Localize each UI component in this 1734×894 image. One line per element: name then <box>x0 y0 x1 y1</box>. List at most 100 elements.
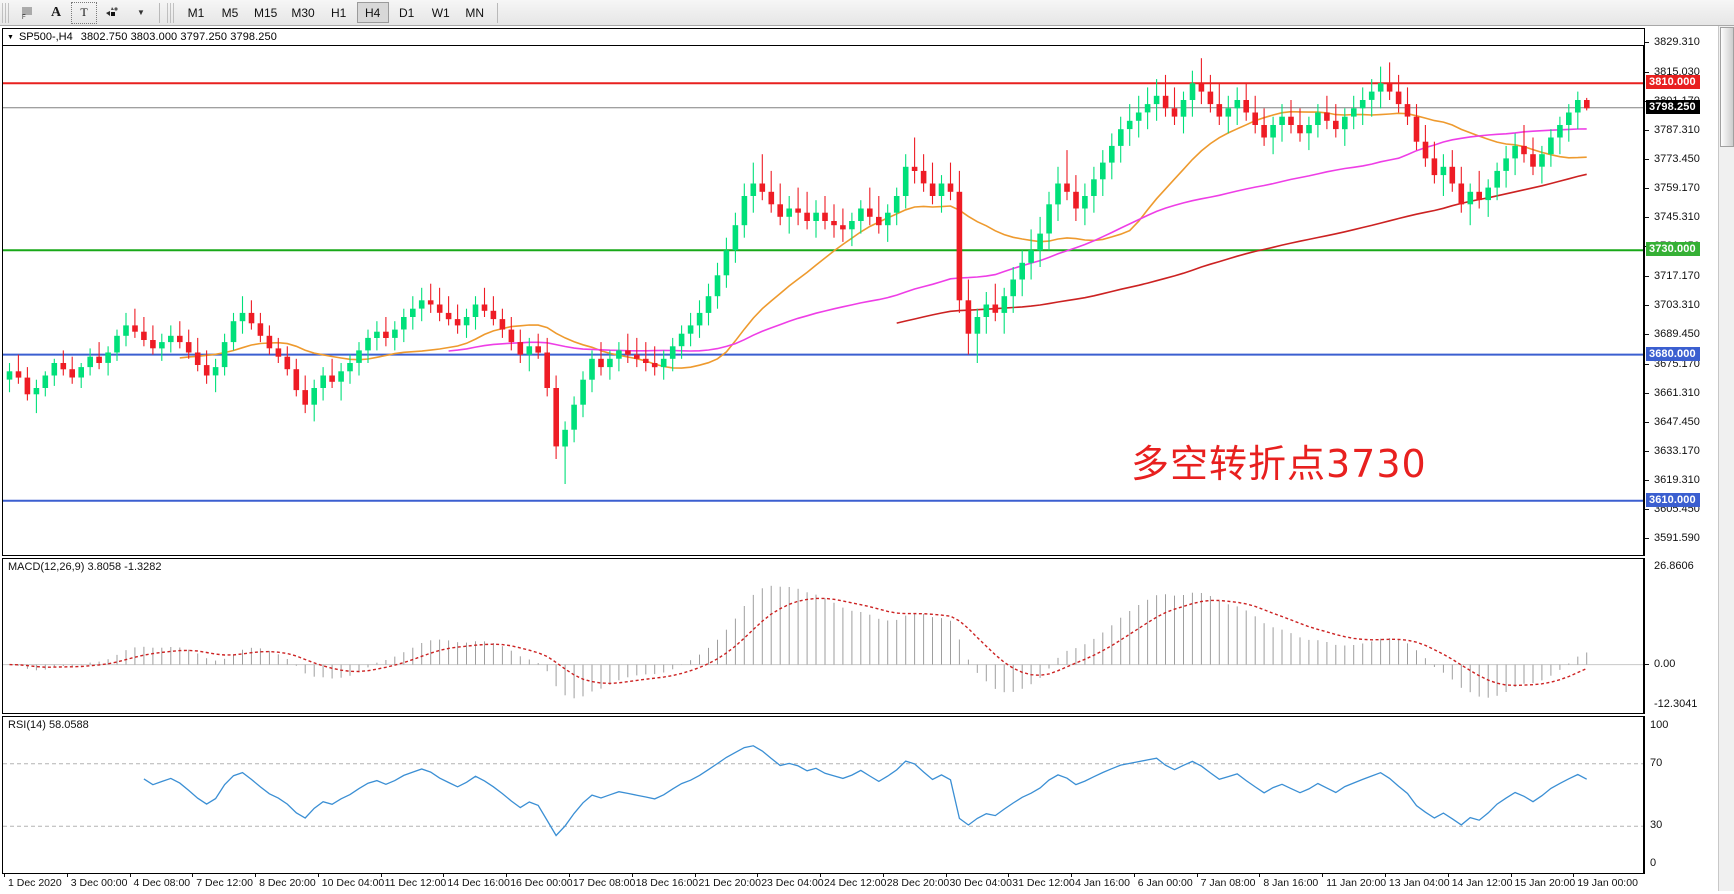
candle-body <box>580 379 586 405</box>
candle-body <box>1315 112 1321 125</box>
templates-icon[interactable]: F <box>15 2 41 24</box>
symbol-quotes: 3802.750 3803.000 3797.250 3798.250 <box>80 31 277 43</box>
resistance-level-badge[interactable]: 3810.000 <box>1646 75 1700 90</box>
timeframe-h1[interactable]: H1 <box>331 5 347 20</box>
candle-body <box>239 312 246 322</box>
timeframe-mn[interactable]: MN <box>465 5 485 20</box>
price-axis-tick: 3675.170 <box>1645 358 1700 370</box>
price-axis-tick: 3619.310 <box>1645 474 1700 486</box>
candle-body <box>1135 112 1142 121</box>
timeframe-d1[interactable]: D1 <box>399 5 415 20</box>
candle-body <box>69 369 75 378</box>
candle-body <box>804 212 810 221</box>
candle-body <box>427 300 434 305</box>
candle-body <box>1395 91 1402 105</box>
candle-body <box>78 367 84 378</box>
candle-body <box>822 212 828 221</box>
candle-body <box>1485 187 1491 201</box>
candle-body <box>481 304 488 311</box>
candle-body <box>445 312 452 320</box>
price-axis-tick: 3745.310 <box>1645 211 1700 223</box>
candle-body <box>1189 83 1196 100</box>
toolbar-grip-1[interactable] <box>2 2 11 23</box>
main-toolbar: F A T ▼ M1 M5 M15 M30 H1 H4 D1 W1 MN <box>0 0 1734 26</box>
timeframe-m5[interactable]: M5 <box>221 5 239 20</box>
candle-body <box>768 191 775 205</box>
timeframe-m15[interactable]: M15 <box>254 5 278 20</box>
candle-body <box>15 371 22 378</box>
time-axis-tick: 21 Dec 20:00 <box>694 874 761 889</box>
candle-body <box>1467 191 1474 205</box>
time-axis-tick: 19 Jan 00:00 <box>1573 874 1638 889</box>
candle-body <box>499 319 506 330</box>
time-axis-tick: 28 Dec 20:00 <box>882 874 950 889</box>
text-label-icon[interactable]: A <box>43 2 69 24</box>
candle-body <box>1216 104 1223 117</box>
candle-body <box>660 358 667 368</box>
candle-body <box>212 367 219 376</box>
candle-body <box>6 371 13 380</box>
candle-body <box>1377 83 1384 92</box>
symbol-collapse-icon[interactable]: ▼ <box>7 33 14 41</box>
timeframe-m30[interactable]: M30 <box>291 5 315 20</box>
candle-body <box>418 300 425 309</box>
price-chart-pane[interactable]: 多空转折点3730 <box>2 28 1644 556</box>
candle-body <box>87 356 93 368</box>
candle-body <box>1288 116 1294 125</box>
toolbar-grip-2[interactable] <box>167 2 176 23</box>
candle-body <box>392 329 398 338</box>
candle-body <box>374 331 380 338</box>
candle-body <box>1100 162 1106 180</box>
candle-body <box>1207 91 1214 105</box>
candle-body <box>634 354 640 359</box>
time-axis[interactable]: 1 Dec 2020 3 Dec 00:00 4 Dec 08:00 7 Dec 12… <box>2 874 1644 892</box>
candle-body <box>687 325 694 334</box>
last-price-badge[interactable]: 3798.250 <box>1646 99 1700 114</box>
candle-body <box>159 342 165 349</box>
chevron-down-icon[interactable]: ▼ <box>127 2 153 24</box>
text-box-icon[interactable]: T <box>71 1 97 24</box>
candle-body <box>1494 170 1500 188</box>
candle-body <box>436 304 443 313</box>
rsi-indicator-pane[interactable]: RSI(14) 58.0588 <box>2 716 1644 874</box>
candle-body <box>1342 116 1348 130</box>
objects-icon[interactable] <box>99 2 125 24</box>
timeframe-m1[interactable]: M1 <box>187 5 205 20</box>
price-axis-tick: 3717.170 <box>1645 270 1700 282</box>
candle-body <box>1046 204 1052 234</box>
candle-body <box>33 388 40 395</box>
macd-svg <box>3 585 1643 699</box>
candle-body <box>1019 262 1025 280</box>
candle-body <box>114 335 120 353</box>
candle-body <box>338 371 344 382</box>
candle-body <box>517 342 524 355</box>
time-axis-tick: 30 Dec 04:00 <box>945 874 1012 889</box>
price-axis-tick: 3815.030 <box>1645 66 1700 78</box>
candle-body <box>1584 100 1590 109</box>
candle-body <box>1028 250 1034 263</box>
timeframe-h4[interactable]: H4 <box>356 2 389 23</box>
chart-annotation: 多空转折点3730 <box>1131 442 1427 486</box>
candle-body <box>266 335 273 349</box>
candle-body <box>858 208 864 221</box>
support-level-badge[interactable]: 3680.000 <box>1646 346 1700 361</box>
candle-body <box>1234 100 1241 109</box>
candle-body <box>1252 112 1258 125</box>
vertical-scrollbar-thumb[interactable] <box>1720 27 1734 147</box>
pivot-level-badge[interactable]: 3730.000 <box>1646 242 1700 257</box>
candle-body <box>553 388 559 447</box>
candle-body <box>1297 125 1303 134</box>
support-level-2-badge[interactable]: 3610.000 <box>1646 492 1700 507</box>
candle-body <box>1521 145 1527 155</box>
time-axis-tick: 11 Jan 20:00 <box>1322 874 1387 889</box>
candle-body <box>956 191 963 301</box>
price-axis-tick: 3647.450 <box>1645 416 1700 428</box>
candle-body <box>1449 166 1456 184</box>
vertical-scrollbar[interactable] <box>1718 26 1734 894</box>
candle-body <box>105 352 111 363</box>
macd-indicator-pane[interactable]: MACD(12,26,9) 3.8058 -1.3282 <box>2 558 1644 714</box>
candle-body <box>526 346 533 355</box>
timeframe-w1[interactable]: W1 <box>431 5 450 20</box>
price-axis-tick: 3759.170 <box>1645 182 1700 194</box>
candle-body <box>651 363 658 368</box>
